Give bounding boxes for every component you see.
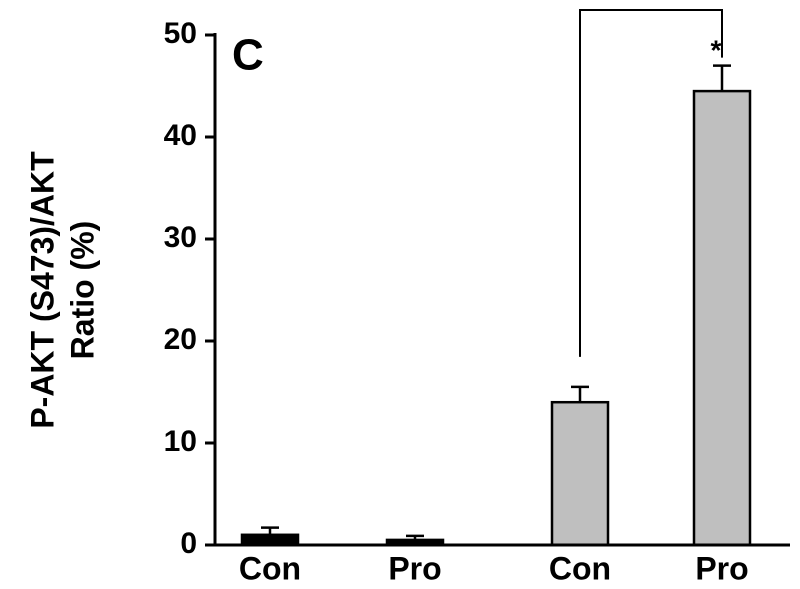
x-tick-label: Con xyxy=(549,550,611,586)
bar xyxy=(550,400,610,547)
significance-label: * xyxy=(711,34,722,65)
panel-label: C xyxy=(232,31,264,80)
y-tick-label: 10 xyxy=(164,425,197,458)
error-bar xyxy=(713,64,731,92)
error-bar xyxy=(261,526,279,535)
y-tick-label: 40 xyxy=(164,119,197,152)
y-tick-label: 20 xyxy=(164,323,197,356)
error-bar xyxy=(406,534,424,540)
x-tick-label: Con xyxy=(239,550,301,586)
y-tick-label: 30 xyxy=(164,221,197,254)
y-tick-label: 50 xyxy=(164,17,197,50)
error-bar xyxy=(571,385,589,403)
significance-bracket xyxy=(579,9,723,357)
bar xyxy=(692,89,752,547)
bar xyxy=(240,533,300,547)
y-axis-label: Ratio (%) xyxy=(64,221,100,360)
y-axis-label: P-AKT (S473)/AKT xyxy=(24,151,60,429)
y-tick-label: 0 xyxy=(180,527,197,560)
x-tick-label: Pro xyxy=(388,550,441,586)
x-tick-label: Pro xyxy=(695,550,748,586)
